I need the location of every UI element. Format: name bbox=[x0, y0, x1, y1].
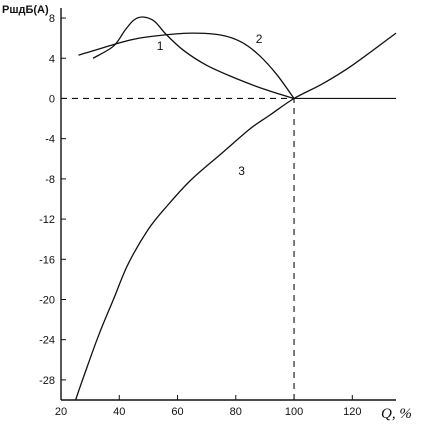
x-tick-label: 20 bbox=[55, 406, 67, 418]
y-tick-label: 8 bbox=[49, 13, 55, 25]
y-tick-label: -28 bbox=[39, 375, 55, 387]
x-tick-label: 80 bbox=[230, 406, 242, 418]
x-axis-title: Q, % bbox=[381, 406, 412, 422]
y-tick-label: -20 bbox=[39, 294, 55, 306]
y-tick-label: -4 bbox=[45, 134, 55, 146]
x-tick-label: 40 bbox=[113, 406, 125, 418]
series-line-1 bbox=[92, 16, 295, 100]
y-tick-label: -12 bbox=[39, 214, 55, 226]
x-tick-label: 100 bbox=[285, 406, 303, 418]
reference-lines bbox=[61, 97, 396, 400]
y-tick-label: 0 bbox=[49, 93, 55, 105]
series-line-3 bbox=[74, 32, 397, 401]
x-tick-label: 60 bbox=[171, 406, 183, 418]
x-tick-label: 120 bbox=[343, 406, 361, 418]
y-tick-label: 4 bbox=[49, 53, 55, 65]
y-axis-title: PшдБ(A) bbox=[2, 4, 49, 16]
plot-frame bbox=[60, 8, 396, 401]
series-label-2: 2 bbox=[256, 32, 263, 46]
y-tick-label: -16 bbox=[39, 254, 55, 266]
y-tick-label: -8 bbox=[45, 174, 55, 186]
series-label-1: 1 bbox=[157, 39, 164, 53]
series-label-3: 3 bbox=[238, 164, 245, 178]
series-line-2 bbox=[78, 32, 295, 99]
y-axis-ticks: 8 4 0 -4 -8 -12 -16 -20 -24 -28 bbox=[39, 13, 66, 387]
x-axis-ticks: 20 40 60 80 100 120 bbox=[55, 395, 361, 418]
y-tick-label: -24 bbox=[39, 335, 55, 347]
series-labels: 1 2 3 bbox=[157, 32, 263, 178]
series-lines bbox=[74, 16, 397, 401]
